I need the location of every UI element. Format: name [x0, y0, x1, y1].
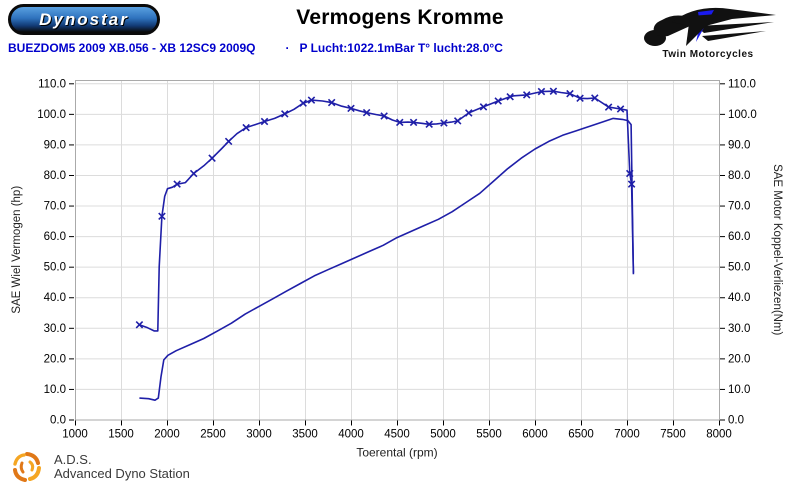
y-right-tick-label: 20.0 — [728, 353, 750, 365]
page-title: Vermogens Kromme — [296, 6, 504, 29]
x-tick-label: 2000 — [154, 429, 180, 441]
vermogen-curve-line — [139, 117, 635, 401]
ads-swirl-icon — [13, 452, 41, 482]
x-axis-title: Toerental (rpm) — [356, 446, 437, 460]
koppel-curve-marker-x — [280, 110, 289, 118]
x-tick-label: 1500 — [108, 429, 134, 441]
koppel-curve-marker-x — [425, 120, 433, 129]
x-tick-label: 8000 — [706, 429, 732, 441]
y-left-tick-label: 70.0 — [44, 201, 66, 213]
vermogen-curve — [139, 117, 635, 401]
axis-tick-labels: 0.0 0.0 10.0 10.0 20.0 20.0 30.0 30.0 40.0 40.0 50… — [37, 78, 757, 440]
ads-footer: A.D.S. Advanced Dyno Station — [8, 448, 190, 486]
koppel-curve-marker-x — [327, 98, 336, 107]
y-left-tick-label: 60.0 — [44, 231, 66, 243]
twin-motorcycles-wing-icon — [644, 7, 776, 46]
koppel-curve-marker-x — [299, 99, 307, 107]
x-tick-label: 7000 — [614, 429, 640, 441]
subtitle-separator: · — [285, 41, 290, 55]
y-left-tick-label: 10.0 — [44, 384, 66, 396]
y-left-tick-label: 90.0 — [44, 139, 66, 151]
y-right-tick-label: 10.0 — [728, 384, 750, 396]
y-right-tick-label: 70.0 — [728, 201, 750, 213]
koppel-curve-marker-x — [464, 109, 473, 117]
koppel-curve-marker-x — [576, 94, 584, 103]
koppel-curve-marker-x — [189, 169, 198, 178]
koppel-curve-marker-x — [591, 94, 599, 102]
koppel-curve-marker-x — [479, 103, 488, 111]
x-tick-label: 4000 — [338, 429, 364, 441]
y-right-tick-label: 0.0 — [728, 415, 744, 427]
x-tick-label: 1000 — [62, 429, 88, 441]
koppel-curve-marker-x — [173, 180, 181, 188]
koppel-curve-marker-x — [158, 212, 166, 221]
x-tick-label: 7500 — [660, 429, 686, 441]
koppel-curve-marker-x — [537, 87, 546, 96]
koppel-curve-marker-x — [440, 119, 448, 127]
koppel-curve-marker-x — [549, 87, 558, 96]
y-right-tick-label: 40.0 — [728, 292, 750, 304]
ads-abbr: A.D.S. — [54, 451, 92, 467]
koppel-curve-marker-x — [395, 118, 404, 127]
koppel-curve-marker-x — [135, 320, 144, 329]
twin-motorcycles-logo: Twin Motorcycles — [638, 2, 778, 60]
koppel-curve-marker-x — [307, 96, 316, 104]
twin-motorcycles-label: Twin Motorcycles — [662, 49, 754, 60]
koppel-curve-marker-x — [260, 117, 269, 126]
y-right-tick-label: 50.0 — [728, 262, 750, 274]
y-right-tick-label: 80.0 — [728, 170, 750, 182]
x-tick-label: 3500 — [292, 429, 318, 441]
y-right-tick-label: 90.0 — [728, 139, 750, 151]
koppel-curve-marker-x — [242, 123, 250, 132]
y-axis-right-title: SAE Motor Koppel-Verliezen(Nm) — [771, 164, 783, 335]
x-tick-label: 5500 — [476, 429, 502, 441]
y-left-tick-label: 80.0 — [44, 170, 66, 182]
y-right-tick-label: 30.0 — [728, 323, 750, 335]
ambient-conditions: P Lucht:1022.1mBar T° lucht:28.0°C — [299, 41, 503, 55]
y-left-tick-label: 110.0 — [38, 78, 66, 90]
gridlines — [75, 80, 720, 421]
koppel-curve-marker-x — [522, 91, 531, 99]
koppel-curve-marker-x — [566, 89, 574, 98]
plot-frame — [75, 80, 720, 421]
x-tick-label: 6500 — [568, 429, 594, 441]
koppel-curve-marker-x — [380, 112, 388, 120]
koppel-curve-marker-x — [409, 118, 418, 127]
y-right-tick-label: 110.0 — [728, 78, 756, 90]
y-left-tick-label: 0.0 — [50, 415, 66, 427]
koppel-curve-marker-x — [362, 108, 371, 117]
dynostar-logo-text: Dynostar — [39, 9, 129, 29]
y-left-tick-label: 30.0 — [44, 323, 66, 335]
koppel-curve-marker-x — [604, 103, 613, 111]
koppel-curve — [135, 87, 636, 332]
x-tick-label: 6000 — [522, 429, 548, 441]
run-subtitle: BUEZDOM5 2009 XB.056 - XB 12SC9 2009Q · P … — [8, 41, 503, 55]
koppel-curve-marker-x — [347, 104, 355, 113]
axis-ticks — [69, 83, 725, 426]
koppel-curve-line — [139, 90, 635, 332]
y-left-tick-label: 20.0 — [44, 353, 66, 365]
y-left-tick-label: 50.0 — [44, 262, 66, 274]
koppel-curve-marker-x — [224, 137, 233, 146]
ads-name: Advanced Dyno Station — [54, 466, 190, 481]
y-right-tick-label: 100.0 — [728, 109, 757, 121]
koppel-curve-marker-x — [616, 105, 625, 113]
x-tick-label: 5000 — [430, 429, 456, 441]
koppel-curve-marker-x — [208, 154, 216, 162]
x-tick-label: 4500 — [384, 429, 410, 441]
koppel-curve-marker-x — [453, 117, 462, 125]
y-left-tick-label: 100.0 — [37, 109, 66, 121]
x-tick-label: 3000 — [246, 429, 272, 441]
y-axis-left-title: SAE Wiel Vermogen (hp) — [11, 186, 23, 314]
koppel-curve-marker-x — [494, 97, 502, 105]
koppel-curve-marker-x — [506, 92, 514, 101]
x-tick-label: 2500 — [200, 429, 226, 441]
run-id: BUEZDOM5 2009 XB.056 - XB 12SC9 2009Q — [8, 41, 256, 55]
y-right-tick-label: 60.0 — [728, 231, 750, 243]
dynostar-logo: Dynostar — [8, 4, 160, 35]
y-left-tick-label: 40.0 — [44, 292, 66, 304]
